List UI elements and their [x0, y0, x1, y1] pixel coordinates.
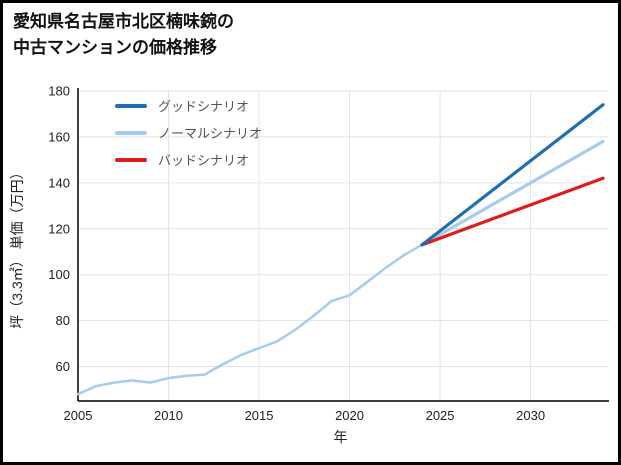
- svg-text:2030: 2030: [516, 408, 545, 423]
- legend-item-good-scenario: グッドシナリオ: [115, 97, 262, 114]
- svg-text:160: 160: [48, 129, 70, 144]
- page-title-line2: 中古マンションの価格推移: [13, 37, 217, 57]
- svg-text:2025: 2025: [426, 408, 455, 423]
- svg-text:80: 80: [56, 313, 70, 328]
- legend-swatch-normal-scenario: [115, 130, 147, 135]
- svg-text:2020: 2020: [335, 408, 364, 423]
- legend-swatch-bad-scenario: [115, 157, 147, 162]
- svg-text:2010: 2010: [154, 408, 183, 423]
- svg-text:2015: 2015: [245, 408, 274, 423]
- svg-text:180: 180: [48, 84, 70, 99]
- x-axis-label: 年: [333, 429, 348, 445]
- legend-label-bad-scenario: バッドシナリオ: [158, 153, 250, 168]
- y-axis-label: 坪（3.3㎡） 単価（万円）: [9, 165, 25, 329]
- svg-text:120: 120: [48, 221, 70, 236]
- legend-swatch-good-scenario: [115, 103, 147, 108]
- svg-text:100: 100: [48, 267, 70, 282]
- legend-label-normal-scenario: ノーマルシナリオ: [158, 126, 263, 141]
- page-title-line1: 愛知県名古屋市北区楠味鋺の: [13, 12, 234, 31]
- legend: グッドシナリオ ノーマルシナリオ バッドシナリオ: [115, 97, 262, 168]
- legend-item-bad-scenario: バッドシナリオ: [115, 151, 262, 168]
- legend-item-normal-scenario: ノーマルシナリオ: [115, 124, 262, 141]
- svg-text:2005: 2005: [64, 408, 93, 423]
- legend-label-good-scenario: グッドシナリオ: [158, 99, 250, 114]
- svg-text:60: 60: [56, 359, 70, 374]
- svg-text:140: 140: [48, 175, 70, 190]
- page-title: 愛知県名古屋市北区楠味鋺の 中古マンションの価格推移: [13, 9, 234, 60]
- chart-canvas: 60 80 100 120 140 160 180 2005 2010 2015 2020 2025 2…: [48, 84, 609, 423]
